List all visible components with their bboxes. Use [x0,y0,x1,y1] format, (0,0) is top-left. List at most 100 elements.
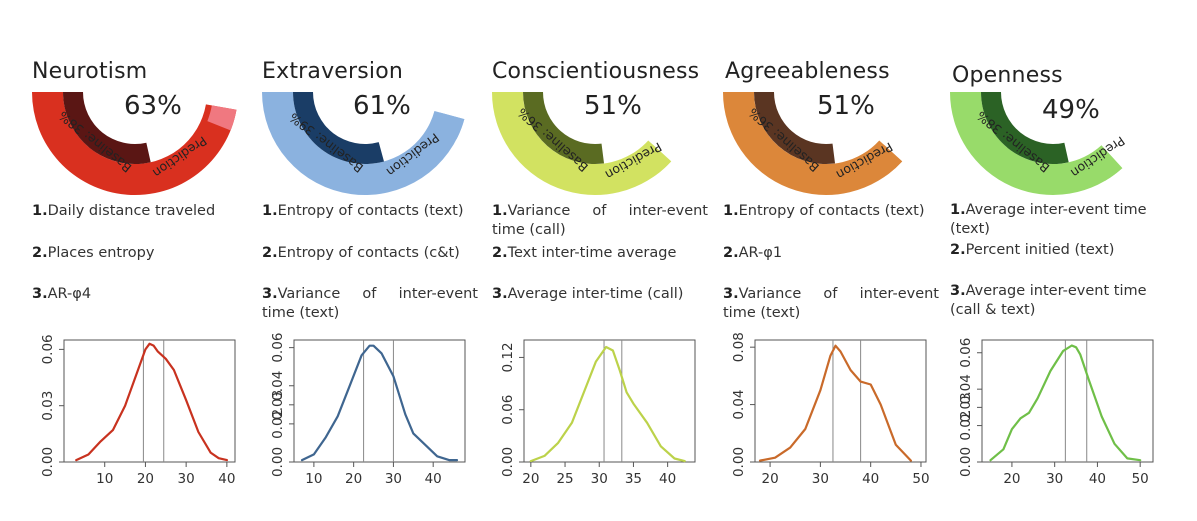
feature-2: 2.Entropy of contacts (c&t) [262,245,460,261]
panel-agreeableness: Baseline: 36% Prediction Agreeableness 5… [723,0,953,521]
plot-frame [523,339,696,463]
gauge-highlight-arc [871,144,903,176]
gauge-extraversion: Baseline: 39% Prediction [262,92,465,195]
x-tick-label: 20 [137,471,154,487]
gauge-inner-arc [523,92,605,164]
feature-3: 3.AR-φ4 [32,286,92,302]
density-curve [75,342,228,462]
y-tick-label: 0.03 [270,390,286,420]
trait-title: Extraversion [262,59,404,84]
feature-2: 2.Text inter-time average [492,245,677,261]
prediction-percent: 61% [353,91,411,121]
density-plot-agreeableness: 20 30 40 50 0.00 0.04 0.08 [731,332,930,487]
gauge-highlight-arc [640,144,672,176]
panel-extraversion: Baseline: 39% Prediction Extraversion 61… [262,0,492,521]
y-tick-label: 0.06 [500,395,516,425]
y-tick-label: 0.04 [958,374,974,404]
feature-3: 3.Variance of inter-event time (text) [262,286,478,321]
trait-title: Agreeableness [725,59,890,84]
panel-openness: Baseline: 38% Prediction Openness 49% 1.… [950,0,1180,521]
prediction-percent: 63% [124,91,182,121]
gauge-conscientiousness: Baseline: 36% Prediction [492,92,672,196]
plot-frame [63,339,236,463]
x-tick-label: 20 [522,471,539,487]
x-tick-label: 30 [178,471,195,487]
y-tick-label: 0.04 [731,390,747,420]
x-tick-label: 30 [1046,471,1063,487]
x-tick-label: 35 [625,471,642,487]
y-tick-label: 0.06 [270,333,286,363]
plot-frame [293,339,466,463]
density-curve [989,344,1142,462]
y-tick-label: 0.06 [40,334,56,364]
density-plot-openness: 20 30 40 50 0.00 0.020.030.04 0.06 [958,338,1154,487]
trait-title: Neurotism [32,59,148,84]
gauge-outer-arc [32,92,237,196]
y-tick-label: 0.00 [270,447,286,477]
gauge-outer-arc [950,92,1123,196]
gauge-outer-arc [723,92,903,196]
gauge-inner-arc [981,92,1069,164]
gauge-highlight-arc [1092,149,1123,181]
feature-2: 2.AR-φ1 [723,245,783,261]
gauge-highlight-arc [207,105,237,131]
x-tick-label: 30 [385,471,402,487]
gauge-inner-arc [293,92,384,164]
feature-3: 3.Average inter-event time (call & text) [950,283,1147,318]
x-tick-label: 40 [218,471,235,487]
plot-frame [754,339,927,463]
density-plot-extraversion: 10 20 30 40 0.00 0.020.030.04 0.06 [270,333,466,487]
y-tick-label: 0.06 [958,338,974,368]
density-curve [300,344,459,462]
trait-title: Openness [952,63,1063,88]
gauge-outer-arc [492,92,672,196]
y-tick-label: 0.00 [731,447,747,477]
y-tick-label: 0.03 [958,392,974,422]
y-tick-label: 0.04 [270,371,286,401]
x-tick-label: 20 [761,471,778,487]
y-tick-label: 0.02 [958,411,974,441]
x-tick-label: 40 [659,471,676,487]
y-tick-label: 0.00 [40,447,56,477]
prediction-percent: 49% [1042,95,1100,125]
x-tick-label: 50 [912,471,929,487]
feature-3: 3.Average inter-time (call) [492,286,684,302]
prediction-percent: 51% [817,91,875,121]
gauge-highlight-arc [434,112,465,140]
gauge-inner-arc [754,92,836,164]
x-tick-label: 20 [1003,471,1020,487]
gauge-outer-arc [262,92,465,195]
y-tick-label: 0.03 [40,391,56,421]
y-tick-label: 0.02 [270,409,286,439]
panel-conscientiousness: Baseline: 36% Prediction Conscientiousne… [492,0,722,521]
feature-1: 1.Variance of inter-event time (call) [492,203,708,238]
x-tick-label: 20 [345,471,362,487]
x-tick-label: 30 [812,471,829,487]
plot-frame [981,339,1154,463]
feature-1: 1.Average inter-event time (text) [950,202,1147,237]
y-tick-label: 0.00 [500,447,516,477]
x-tick-label: 25 [556,471,573,487]
trait-title: Conscientiousness [492,59,700,84]
y-tick-label: 0.12 [500,342,516,372]
prediction-percent: 51% [584,91,642,121]
x-tick-label: 40 [862,471,879,487]
panel-neurotism: Baseline: 38% Prediction Neurotism 63% 1… [32,0,262,521]
x-tick-label: 40 [1089,471,1106,487]
feature-2: 2.Places entropy [32,245,155,261]
feature-1: 1.Entropy of contacts (text) [723,203,925,219]
density-plot-conscientiousness: 20 25 30 35 40 0.00 0.06 0.12 [500,339,696,487]
x-tick-label: 50 [1132,471,1149,487]
feature-1: 1.Daily distance traveled [32,203,216,219]
y-tick-label: 0.08 [731,332,747,362]
x-tick-label: 10 [305,471,322,487]
gauge-openness: Baseline: 38% Prediction [950,92,1128,196]
feature-3: 3.Variance of inter-event time (text) [723,286,939,321]
gauge-neurotism: Baseline: 38% Prediction [32,92,237,196]
density-curve [529,345,686,463]
gauge-inner-arc [63,92,151,164]
density-plot-neurotism: 10 20 30 40 0.00 0.03 0.06 [40,334,236,487]
x-tick-label: 30 [591,471,608,487]
x-tick-label: 10 [96,471,113,487]
density-curve [758,344,912,462]
